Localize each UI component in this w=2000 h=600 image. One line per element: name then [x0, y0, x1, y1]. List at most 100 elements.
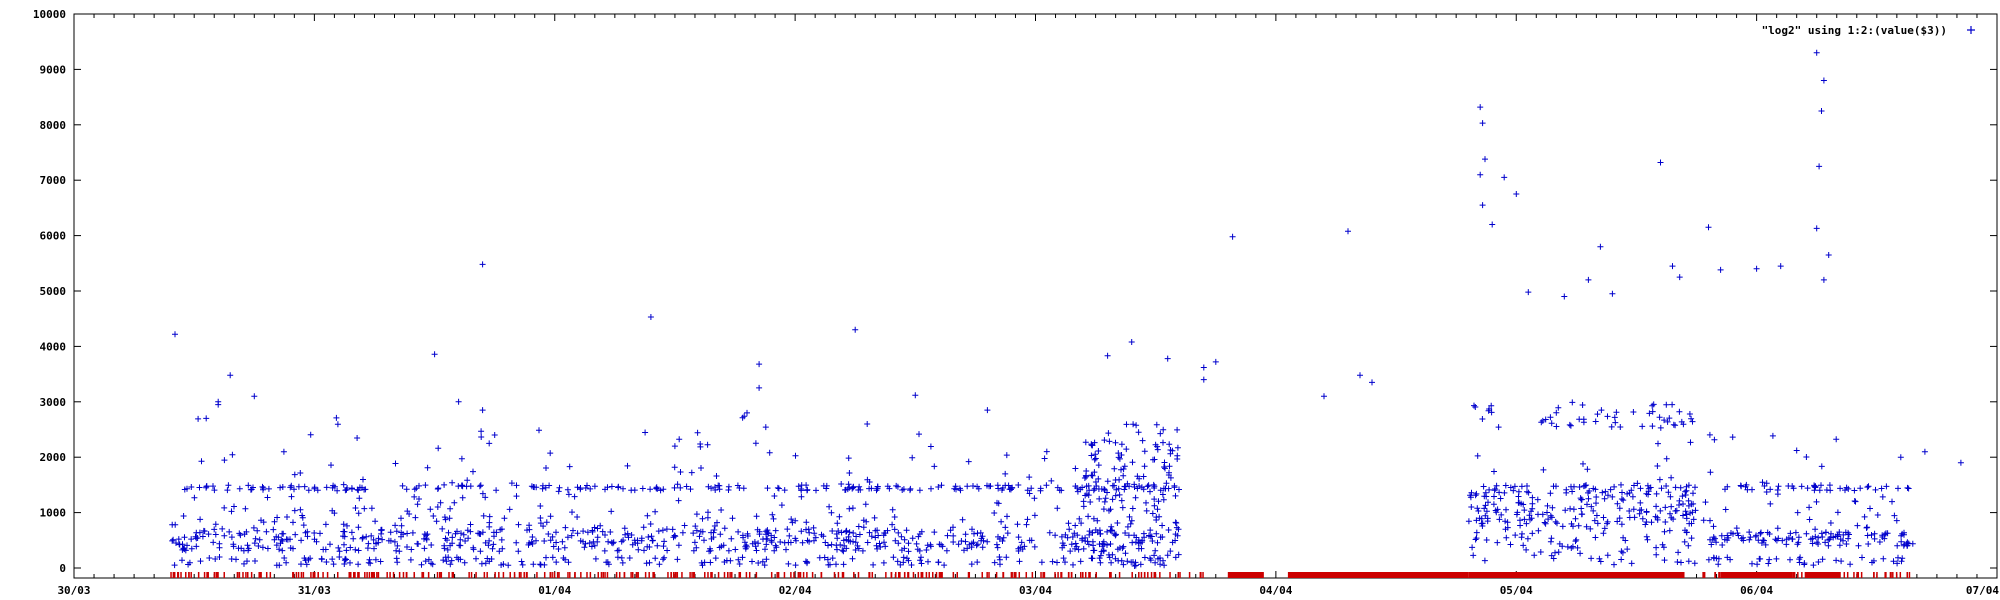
data-point — [901, 545, 908, 552]
data-point — [229, 451, 236, 458]
data-point — [582, 540, 589, 547]
data-point — [255, 543, 262, 549]
data-point — [1494, 539, 1501, 546]
data-point — [669, 526, 676, 533]
data-point — [1041, 455, 1048, 462]
data-point — [1092, 455, 1099, 462]
data-point — [513, 493, 520, 500]
data-point — [642, 429, 649, 436]
data-point — [770, 515, 777, 522]
data-point — [340, 521, 347, 528]
data-point — [263, 528, 270, 535]
data-point — [243, 528, 250, 535]
data-point — [1706, 431, 1713, 438]
data-point — [1815, 534, 1822, 541]
data-point — [347, 544, 354, 551]
data-point — [1793, 447, 1800, 454]
data-point — [1079, 535, 1086, 542]
data-point — [1766, 556, 1773, 563]
data-point — [661, 538, 668, 545]
data-point — [1473, 529, 1480, 536]
data-point — [1826, 482, 1833, 489]
data-point — [1689, 418, 1696, 425]
data-point — [913, 540, 920, 547]
data-point — [574, 514, 581, 520]
data-point — [849, 505, 856, 512]
data-point — [454, 528, 460, 535]
data-point — [1066, 526, 1073, 533]
data-point — [631, 537, 638, 544]
data-point — [691, 539, 698, 546]
data-point — [1128, 339, 1135, 345]
data-point — [301, 555, 308, 562]
data-point — [407, 556, 414, 563]
data-point — [555, 488, 562, 495]
data-point — [740, 485, 747, 492]
data-point — [364, 545, 371, 552]
data-point — [311, 484, 318, 491]
data-point — [292, 531, 299, 538]
legend-marker-icon — [1967, 26, 1975, 34]
data-point — [880, 532, 887, 539]
data-point — [1559, 523, 1566, 530]
data-point — [1687, 439, 1694, 446]
data-point — [560, 555, 567, 561]
data-point — [1523, 546, 1530, 553]
data-point — [603, 559, 610, 566]
data-point — [1648, 519, 1655, 526]
data-point — [288, 493, 295, 500]
data-point — [227, 372, 234, 379]
data-point — [1479, 120, 1486, 127]
data-point — [1060, 555, 1067, 562]
data-point — [1137, 561, 1144, 568]
data-point — [1904, 539, 1911, 546]
data-point — [829, 555, 836, 562]
data-point — [958, 538, 965, 544]
data-point — [1825, 542, 1832, 549]
data-point — [1143, 499, 1149, 506]
data-point — [1889, 498, 1895, 505]
data-point — [562, 524, 569, 531]
data-point — [1535, 527, 1542, 534]
data-points — [169, 49, 1964, 569]
data-point — [273, 562, 280, 569]
data-point — [716, 486, 723, 493]
data-point — [280, 448, 287, 455]
data-point — [1666, 527, 1673, 534]
data-point — [1653, 544, 1660, 551]
data-point — [886, 485, 893, 492]
data-point — [1520, 542, 1527, 549]
data-point — [1095, 486, 1102, 492]
data-point — [412, 514, 419, 521]
data-point — [252, 535, 259, 542]
data-point — [674, 481, 681, 488]
data-point — [1868, 532, 1875, 538]
data-point — [628, 532, 635, 538]
data-point — [1666, 415, 1673, 422]
data-point — [704, 514, 711, 521]
data-point — [1082, 472, 1089, 479]
data-point — [882, 543, 889, 550]
data-point — [314, 487, 321, 494]
data-point — [1807, 536, 1814, 543]
data-point — [442, 516, 449, 523]
data-point — [1118, 466, 1124, 473]
data-point — [1488, 402, 1495, 409]
data-point — [1486, 486, 1493, 493]
data-point — [1229, 233, 1236, 240]
y-tick-label: 2000 — [40, 451, 67, 464]
data-point — [1553, 409, 1560, 416]
data-point — [1049, 558, 1056, 565]
data-point — [1649, 408, 1656, 415]
data-point — [677, 469, 684, 475]
data-point — [434, 486, 441, 492]
data-point — [574, 530, 581, 537]
data-point — [1879, 534, 1886, 540]
data-point — [1166, 441, 1173, 448]
data-point — [735, 528, 742, 535]
data-point — [1468, 504, 1475, 510]
data-point — [1026, 537, 1033, 544]
data-point — [1000, 534, 1007, 541]
data-point — [422, 558, 429, 565]
data-point — [1833, 436, 1840, 443]
